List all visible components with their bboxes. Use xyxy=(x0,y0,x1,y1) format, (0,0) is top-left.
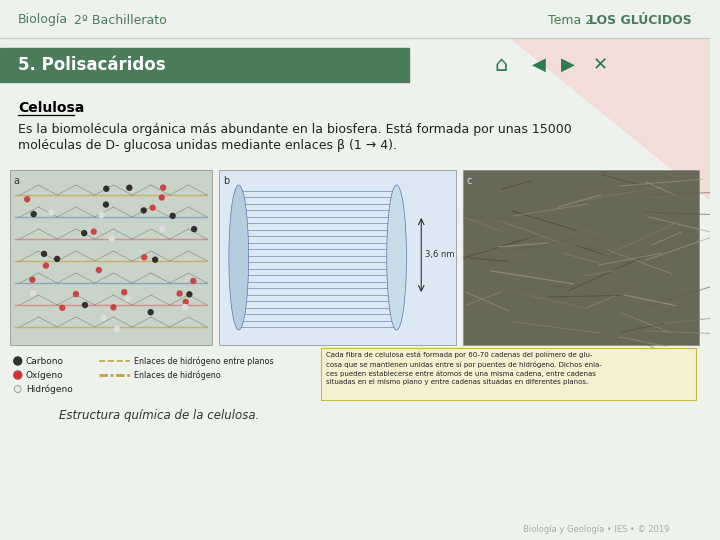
Text: ▶: ▶ xyxy=(562,56,575,74)
Circle shape xyxy=(160,226,165,231)
Circle shape xyxy=(49,210,54,215)
Circle shape xyxy=(111,305,116,310)
Circle shape xyxy=(81,231,86,235)
Circle shape xyxy=(184,299,188,305)
Ellipse shape xyxy=(387,185,407,330)
Circle shape xyxy=(89,228,94,233)
Bar xyxy=(10,170,212,345)
Circle shape xyxy=(43,263,48,268)
Text: Tema 2.: Tema 2. xyxy=(547,14,600,26)
Circle shape xyxy=(30,277,35,282)
Circle shape xyxy=(148,310,153,315)
Text: ◀: ◀ xyxy=(531,56,546,74)
Circle shape xyxy=(192,227,197,232)
Circle shape xyxy=(55,256,60,261)
Circle shape xyxy=(127,185,132,190)
Circle shape xyxy=(122,290,127,295)
Text: ✕: ✕ xyxy=(593,56,608,74)
Circle shape xyxy=(31,212,36,217)
Circle shape xyxy=(153,257,158,262)
Circle shape xyxy=(104,186,109,191)
Circle shape xyxy=(96,268,102,273)
Text: Biología: Biología xyxy=(18,14,68,26)
Bar xyxy=(219,170,456,345)
Circle shape xyxy=(24,197,30,202)
Circle shape xyxy=(114,326,120,332)
Text: Enlaces de hidrógeno: Enlaces de hidrógeno xyxy=(134,370,221,380)
Text: ⌂: ⌂ xyxy=(495,55,508,75)
Ellipse shape xyxy=(229,185,248,330)
Bar xyxy=(0,0,711,38)
Circle shape xyxy=(14,357,22,365)
Circle shape xyxy=(125,296,130,301)
Text: Oxígeno: Oxígeno xyxy=(26,370,63,380)
Text: 5. Polisacáridos: 5. Polisacáridos xyxy=(18,56,166,74)
Text: a: a xyxy=(14,176,20,186)
Text: moléculas de D- glucosa unidas mediante enlaces β (1 → 4).: moléculas de D- glucosa unidas mediante … xyxy=(18,139,397,152)
Circle shape xyxy=(187,292,192,297)
Circle shape xyxy=(109,236,114,241)
Circle shape xyxy=(141,208,146,213)
Text: c: c xyxy=(467,176,472,186)
Circle shape xyxy=(91,229,96,234)
Text: Biología y Geología • IES • © 2019: Biología y Geología • IES • © 2019 xyxy=(523,525,669,535)
Circle shape xyxy=(30,291,35,296)
Circle shape xyxy=(101,315,106,320)
Circle shape xyxy=(83,302,87,307)
Bar xyxy=(0,48,410,82)
Circle shape xyxy=(60,305,65,310)
Circle shape xyxy=(14,386,21,393)
Text: 2º Bachillerato: 2º Bachillerato xyxy=(74,14,167,26)
Text: Cada fibra de celulosa está formada por 60-70 cadenas del polímero de glu-
cosa : Cada fibra de celulosa está formada por … xyxy=(325,352,601,386)
Bar xyxy=(320,348,696,400)
Polygon shape xyxy=(464,0,711,200)
Circle shape xyxy=(14,371,22,379)
Circle shape xyxy=(150,205,155,210)
Text: 3,6 nm: 3,6 nm xyxy=(426,251,455,260)
Circle shape xyxy=(170,213,175,218)
Text: Celulosa: Celulosa xyxy=(18,101,84,115)
Text: LOS GLÚCIDOS: LOS GLÚCIDOS xyxy=(589,14,692,26)
Circle shape xyxy=(191,279,196,284)
Circle shape xyxy=(161,185,166,190)
Circle shape xyxy=(42,252,47,256)
Circle shape xyxy=(177,291,182,296)
Text: b: b xyxy=(223,176,229,186)
Circle shape xyxy=(142,255,147,260)
Circle shape xyxy=(183,305,188,309)
Text: Es la biomolécula orgánica más abundante en la biosfera. Está formada por unas 1: Es la biomolécula orgánica más abundante… xyxy=(18,124,572,137)
Text: Estructura química de la celulosa.: Estructura química de la celulosa. xyxy=(59,408,260,422)
Text: Hidrógeno: Hidrógeno xyxy=(26,384,73,394)
Circle shape xyxy=(104,202,109,207)
Text: Enlaces de hidrógeno entre planos: Enlaces de hidrógeno entre planos xyxy=(134,356,274,366)
Circle shape xyxy=(159,195,164,200)
Circle shape xyxy=(99,212,104,218)
Bar xyxy=(463,170,699,345)
Text: Carbono: Carbono xyxy=(26,356,63,366)
Circle shape xyxy=(73,292,78,296)
